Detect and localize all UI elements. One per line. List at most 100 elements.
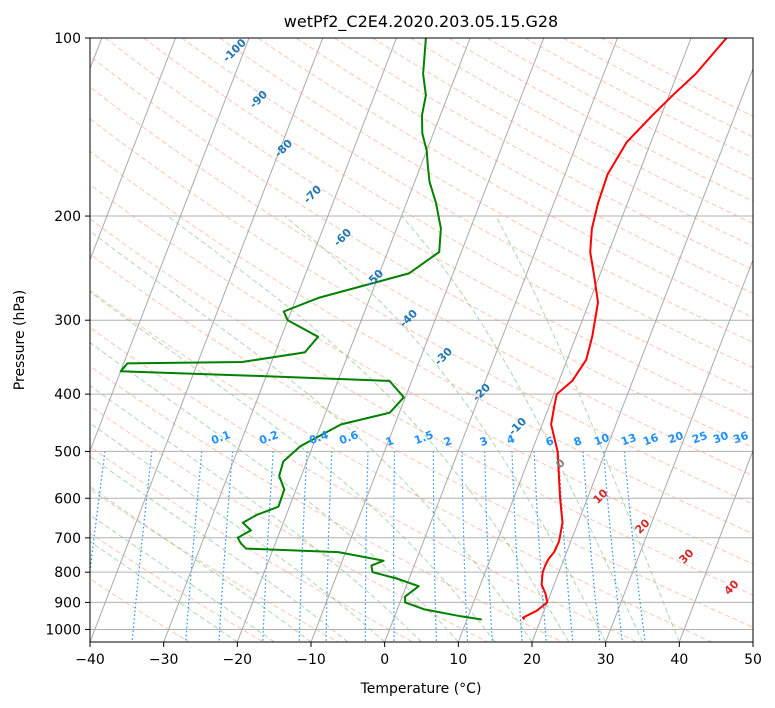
y-tick-label: 500 — [54, 444, 81, 460]
y-tick-label: 600 — [54, 491, 81, 507]
y-axis-ticks: 1000 900 800 700 600 500 400 300 200 100 — [45, 31, 90, 638]
x-tick-label: −30 — [149, 652, 179, 668]
dewpoint-profile — [119, 38, 482, 621]
mixing-ratio-line — [533, 451, 547, 642]
temperature-profile — [522, 38, 728, 621]
dry-adiabat-label: -30 — [432, 345, 455, 368]
y-tick-label: 100 — [54, 31, 81, 47]
dry-adiabat-line — [295, 38, 753, 294]
dry-adiabat-line — [90, 289, 712, 642]
mixing-ratio-label: 36 — [731, 429, 750, 447]
x-tick-label: 50 — [744, 652, 762, 668]
dry-adiabat-line — [90, 532, 264, 642]
mixing-ratio-label: 0.4 — [307, 428, 330, 447]
dry-adiabat-label: -60 — [331, 226, 354, 249]
sounding-profiles — [119, 38, 728, 621]
moist-adiabat-line — [90, 341, 459, 642]
moist-adiabat-label: 0 — [553, 456, 568, 471]
x-tick-label: 10 — [449, 652, 467, 668]
mixing-ratio-label: 1 — [384, 434, 396, 449]
x-tick-label: 30 — [597, 652, 615, 668]
mixing-ratio-label: 0.1 — [209, 428, 232, 447]
isotherm-line — [310, 38, 545, 642]
isotherm-line — [605, 258, 753, 642]
background-lines — [90, 38, 753, 642]
mixing-ratio-line — [262, 451, 274, 642]
dry-adiabat-line — [563, 38, 753, 138]
y-tick-label: 300 — [54, 313, 81, 329]
pressure-gridlines — [90, 38, 753, 630]
mixing-ratio-label: 4 — [505, 432, 517, 447]
moist-adiabat-label: 20 — [633, 516, 653, 536]
moist-adiabat-line — [90, 291, 496, 642]
mixing-ratio-line — [511, 451, 523, 642]
y-tick-label: 200 — [54, 209, 81, 225]
mixing-ratio-line — [298, 451, 308, 642]
plot-frame — [89, 37, 754, 643]
dry-adiabat-label: -40 — [397, 307, 420, 330]
dry-adiabat-line — [90, 365, 563, 642]
moist-adiabat-line — [90, 230, 533, 642]
moist-adiabat-line — [401, 215, 643, 642]
mixing-ratio-line — [131, 451, 153, 642]
mixing-ratio-label: 0.6 — [337, 428, 360, 447]
mixing-ratio-line — [325, 451, 333, 642]
isotherm-line — [457, 38, 692, 642]
mixing-ratio-label: 3 — [478, 434, 490, 449]
mixing-ratio-line — [461, 451, 469, 642]
x-tick-label: 0 — [380, 652, 389, 668]
x-tick-label: −20 — [223, 652, 253, 668]
dry-adiabat-line — [90, 253, 753, 628]
y-tick-label: 700 — [54, 531, 81, 547]
isotherm-lines — [90, 38, 753, 642]
x-tick-label: −10 — [296, 652, 326, 668]
mixing-ratio-line — [582, 451, 601, 642]
moist-adiabat-line — [284, 215, 607, 642]
dry-adiabat-line — [90, 218, 753, 596]
x-tick-label: 20 — [523, 652, 541, 668]
moist-adiabat-line — [90, 455, 349, 642]
isotherm-line — [752, 640, 753, 642]
moist-adiabat-line — [90, 540, 238, 642]
y-tick-label: 900 — [54, 595, 81, 611]
dry-adiabat-line — [90, 405, 488, 642]
mixing-ratio-line — [432, 451, 437, 642]
mixing-ratio-line — [185, 451, 203, 642]
dry-adiabat-line — [143, 38, 753, 395]
mixing-ratio-label: 10 — [592, 431, 611, 449]
dry-adiabat-label: -70 — [301, 183, 324, 206]
x-tick-label: 40 — [670, 652, 688, 668]
mixing-ratio-label: 8 — [572, 434, 584, 449]
isotherm-line — [90, 38, 250, 453]
isotherm-line — [531, 67, 753, 642]
mixing-ratio-label: 20 — [666, 429, 685, 447]
mixing-ratio-label: 16 — [641, 431, 660, 449]
isotherm-line — [384, 38, 618, 642]
mixing-ratio-label: 30 — [711, 429, 730, 447]
y-tick-label: 1000 — [45, 622, 81, 638]
dry-adiabat-label: -20 — [470, 381, 493, 404]
moist-adiabat-label: 30 — [677, 546, 697, 566]
dry-adiabat-label: -50 — [363, 267, 386, 290]
y-tick-label: 400 — [54, 387, 81, 403]
mixing-ratio-label: 13 — [619, 431, 638, 448]
mixing-ratio-line — [484, 451, 493, 642]
moist-adiabat-line — [495, 215, 680, 642]
dry-adiabat-label: -90 — [247, 88, 270, 111]
dry-adiabat-line — [90, 150, 753, 535]
x-tick-label: −40 — [75, 652, 105, 668]
chart-title: wetPf2_C2E4.2020.203.05.15.G28 — [284, 12, 558, 32]
dry-adiabat-line — [90, 55, 753, 449]
moist-adiabat-label: 40 — [722, 577, 742, 597]
mixing-ratio-line — [393, 451, 396, 642]
dry-adiabat-line — [524, 38, 753, 159]
dry-adiabat-line — [219, 38, 753, 343]
moist-adiabat-line — [90, 514, 275, 642]
moist-adiabat-line — [90, 422, 386, 642]
mixing-ratio-line — [90, 451, 106, 577]
y-axis-label: Pressure (hPa) — [12, 290, 28, 390]
mixing-ratio-line — [557, 451, 574, 642]
x-axis-ticks: −40 −30 −20 −10 0 10 20 30 40 50 — [75, 642, 762, 668]
dry-adiabat-line — [90, 578, 190, 642]
